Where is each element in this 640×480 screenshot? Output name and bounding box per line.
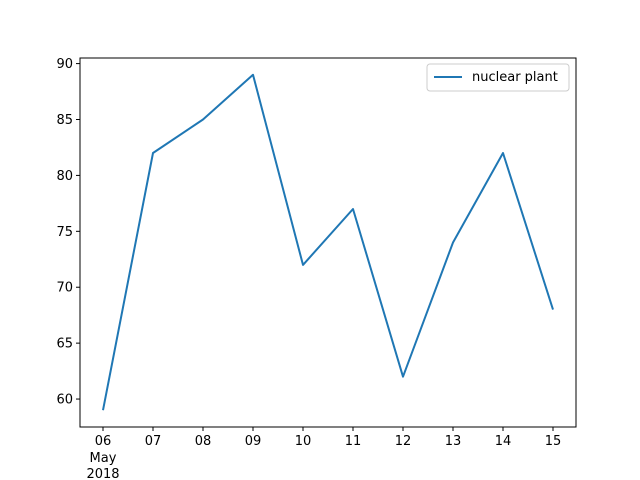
series-line <box>102 73 554 411</box>
x-tick-label: 08 <box>195 434 212 449</box>
x-tick-month-label: May <box>90 451 117 466</box>
x-tick-label: 12 <box>395 434 412 449</box>
y-tick-label: 65 <box>56 337 73 352</box>
legend-box <box>426 63 570 92</box>
x-tick-label: 07 <box>145 434 162 449</box>
y-axis: 60 65 70 75 80 85 90 <box>56 57 80 408</box>
x-tick-label: 15 <box>545 434 562 449</box>
y-tick-label: 70 <box>56 281 73 296</box>
x-tick-label: 13 <box>445 434 462 449</box>
x-tick-label: 06 <box>95 434 112 449</box>
y-tick-label: 60 <box>56 393 73 408</box>
x-tick-label: 11 <box>345 434 362 449</box>
legend-label: nuclear plant <box>472 70 558 85</box>
legend: nuclear plant <box>426 63 570 92</box>
y-tick-label: 75 <box>56 225 73 240</box>
y-tick-label: 85 <box>56 113 73 128</box>
x-tick-year-label: 2018 <box>86 467 119 480</box>
plot-area <box>79 57 577 428</box>
x-tick-label: 09 <box>245 434 262 449</box>
y-tick-label: 80 <box>56 169 73 184</box>
x-tick-label: 14 <box>495 434 512 449</box>
y-tick-label: 90 <box>56 57 73 72</box>
series-layer <box>102 73 554 411</box>
x-tick-label: 10 <box>295 434 312 449</box>
